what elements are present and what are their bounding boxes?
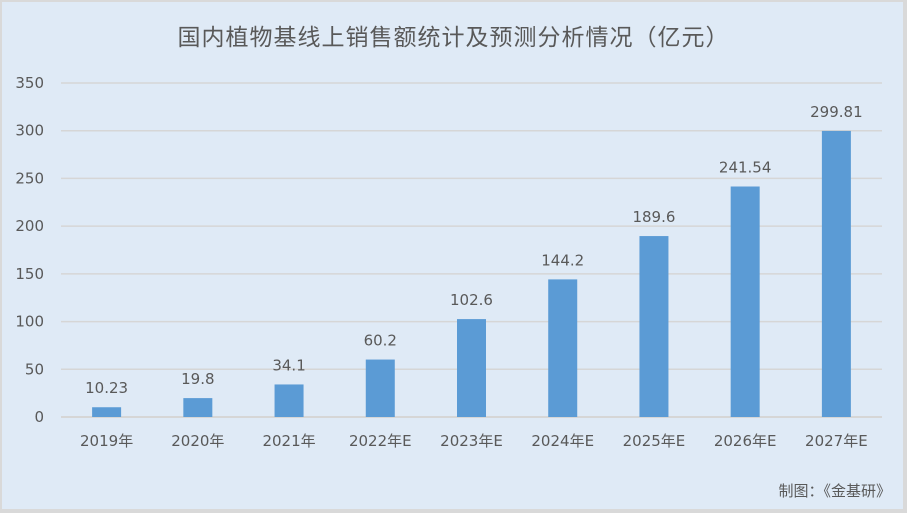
data-label: 144.2 <box>541 251 584 269</box>
y-tick-label: 100 <box>15 313 44 331</box>
bar <box>274 384 304 417</box>
bar <box>821 130 851 417</box>
bar <box>457 319 486 417</box>
bar <box>183 398 213 417</box>
x-tick-label: 2021年 <box>262 432 315 450</box>
data-label: 299.81 <box>810 103 863 121</box>
y-tick-label: 250 <box>15 169 44 187</box>
y-tick-label: 150 <box>15 265 44 283</box>
bar <box>548 279 578 417</box>
x-tick-label: 2027年E <box>805 432 868 450</box>
chart-title: 国内植物基线上销售额统计及预测分析情况（亿元） <box>177 25 730 51</box>
data-label: 34.1 <box>272 356 305 374</box>
x-tick-label: 2022年E <box>349 432 412 450</box>
data-label: 189.6 <box>632 208 675 226</box>
y-tick-label: 300 <box>15 122 44 140</box>
y-tick-label: 0 <box>34 408 44 426</box>
y-tick-label: 50 <box>25 360 44 378</box>
data-label: 241.54 <box>719 159 772 177</box>
y-tick-label: 200 <box>15 217 44 235</box>
x-tick-label: 2020年 <box>171 432 224 450</box>
x-tick-label: 2024年E <box>531 432 594 450</box>
credit-text: 制图：《金基研》 <box>778 482 891 500</box>
data-label: 19.8 <box>181 370 214 388</box>
y-tick-label: 350 <box>15 74 44 92</box>
data-label: 10.23 <box>85 379 128 397</box>
data-label: 60.2 <box>364 332 397 350</box>
x-tick-label: 2019年 <box>80 432 133 450</box>
x-tick-label: 2026年E <box>714 432 777 450</box>
bar <box>730 186 760 417</box>
bar <box>365 359 395 417</box>
x-tick-label: 2023年E <box>440 432 503 450</box>
x-tick-label: 2025年E <box>623 432 686 450</box>
bar <box>639 236 669 417</box>
bar <box>92 407 122 417</box>
data-label: 102.6 <box>450 291 493 309</box>
